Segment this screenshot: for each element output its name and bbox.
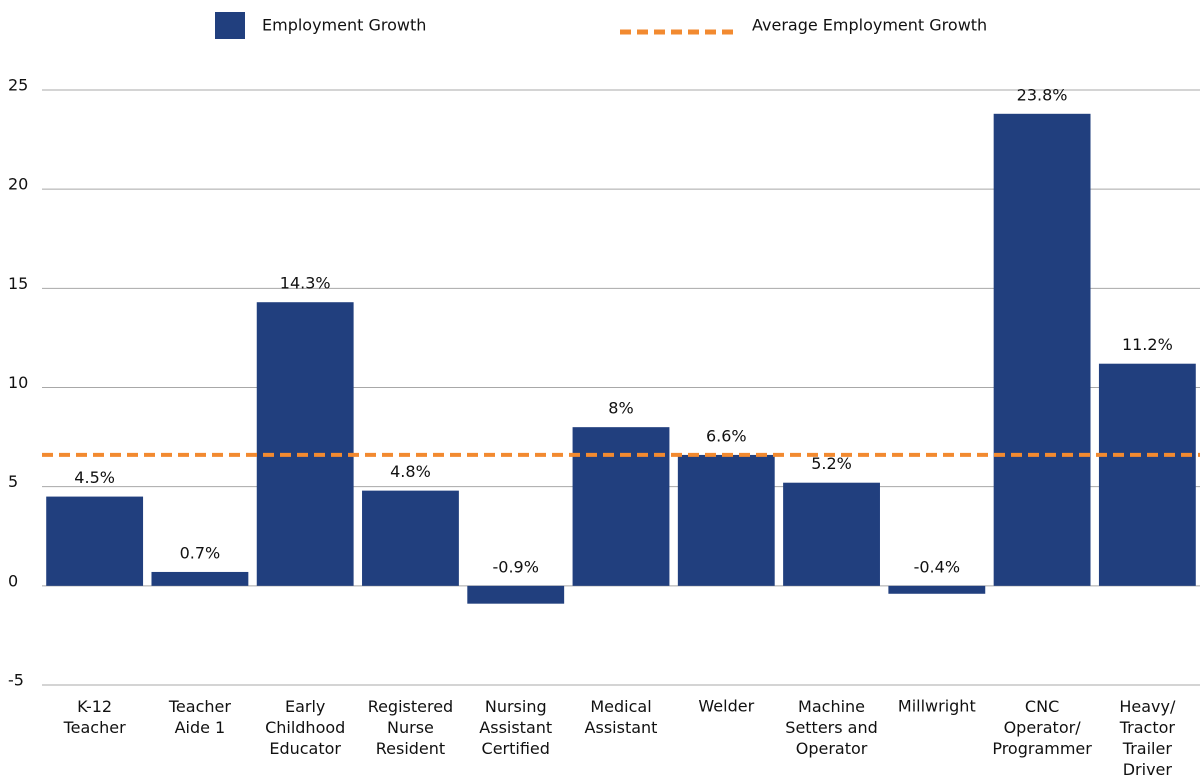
- bar: [467, 585, 565, 604]
- y-tick-label: 10: [8, 373, 28, 392]
- value-label: 5.2%: [811, 454, 852, 473]
- value-label: 6.6%: [706, 426, 747, 445]
- x-tick-label: Welder: [698, 697, 754, 716]
- value-label: 11.2%: [1122, 335, 1173, 354]
- x-tick-label: Medical Assistant: [585, 697, 658, 737]
- legend-label: Employment Growth: [262, 16, 426, 35]
- value-label: 23.8%: [1017, 85, 1068, 104]
- bar: [256, 302, 354, 586]
- x-tick-label: Teacher Aide 1: [168, 697, 231, 737]
- value-label: 4.5%: [74, 468, 115, 487]
- y-tick-label: 25: [8, 76, 28, 95]
- y-tick-label: 0: [8, 571, 18, 590]
- bar: [151, 571, 249, 586]
- value-label: -0.9%: [493, 557, 539, 576]
- value-label: 0.7%: [180, 543, 221, 562]
- y-tick-label: 5: [8, 472, 18, 491]
- value-label: 4.8%: [390, 462, 431, 481]
- bar: [46, 496, 144, 586]
- x-tick-label: Millwright: [898, 697, 976, 716]
- legend-swatch: [215, 12, 245, 39]
- x-tick-label: CNC Operator/Programmer: [992, 697, 1092, 758]
- x-tick-label: Machine Setters and Operator: [785, 697, 878, 758]
- bar: [572, 427, 670, 586]
- bar: [783, 482, 880, 586]
- value-label: 8%: [608, 399, 633, 418]
- bar: [362, 490, 459, 586]
- x-tick-label: K-12 Teacher: [63, 697, 126, 737]
- bar: [888, 585, 986, 594]
- bar: [1098, 363, 1196, 586]
- value-label: -0.4%: [914, 557, 960, 576]
- legend-label: Average Employment Growth: [752, 16, 987, 35]
- bar: [993, 113, 1091, 586]
- bar: [677, 454, 775, 586]
- y-tick-label: 15: [8, 274, 28, 293]
- x-tick-label: Early Childhood Educator: [265, 697, 345, 758]
- y-tick-label: -5: [8, 671, 24, 690]
- value-label: 14.3%: [280, 274, 331, 293]
- y-tick-label: 20: [8, 175, 28, 194]
- x-tick-label: Nursing Assistant Certified: [479, 697, 552, 758]
- x-tick-label: Heavy/Tractor Trailer Driver: [1119, 697, 1176, 779]
- x-tick-label: Registered Nurse Resident: [368, 697, 454, 758]
